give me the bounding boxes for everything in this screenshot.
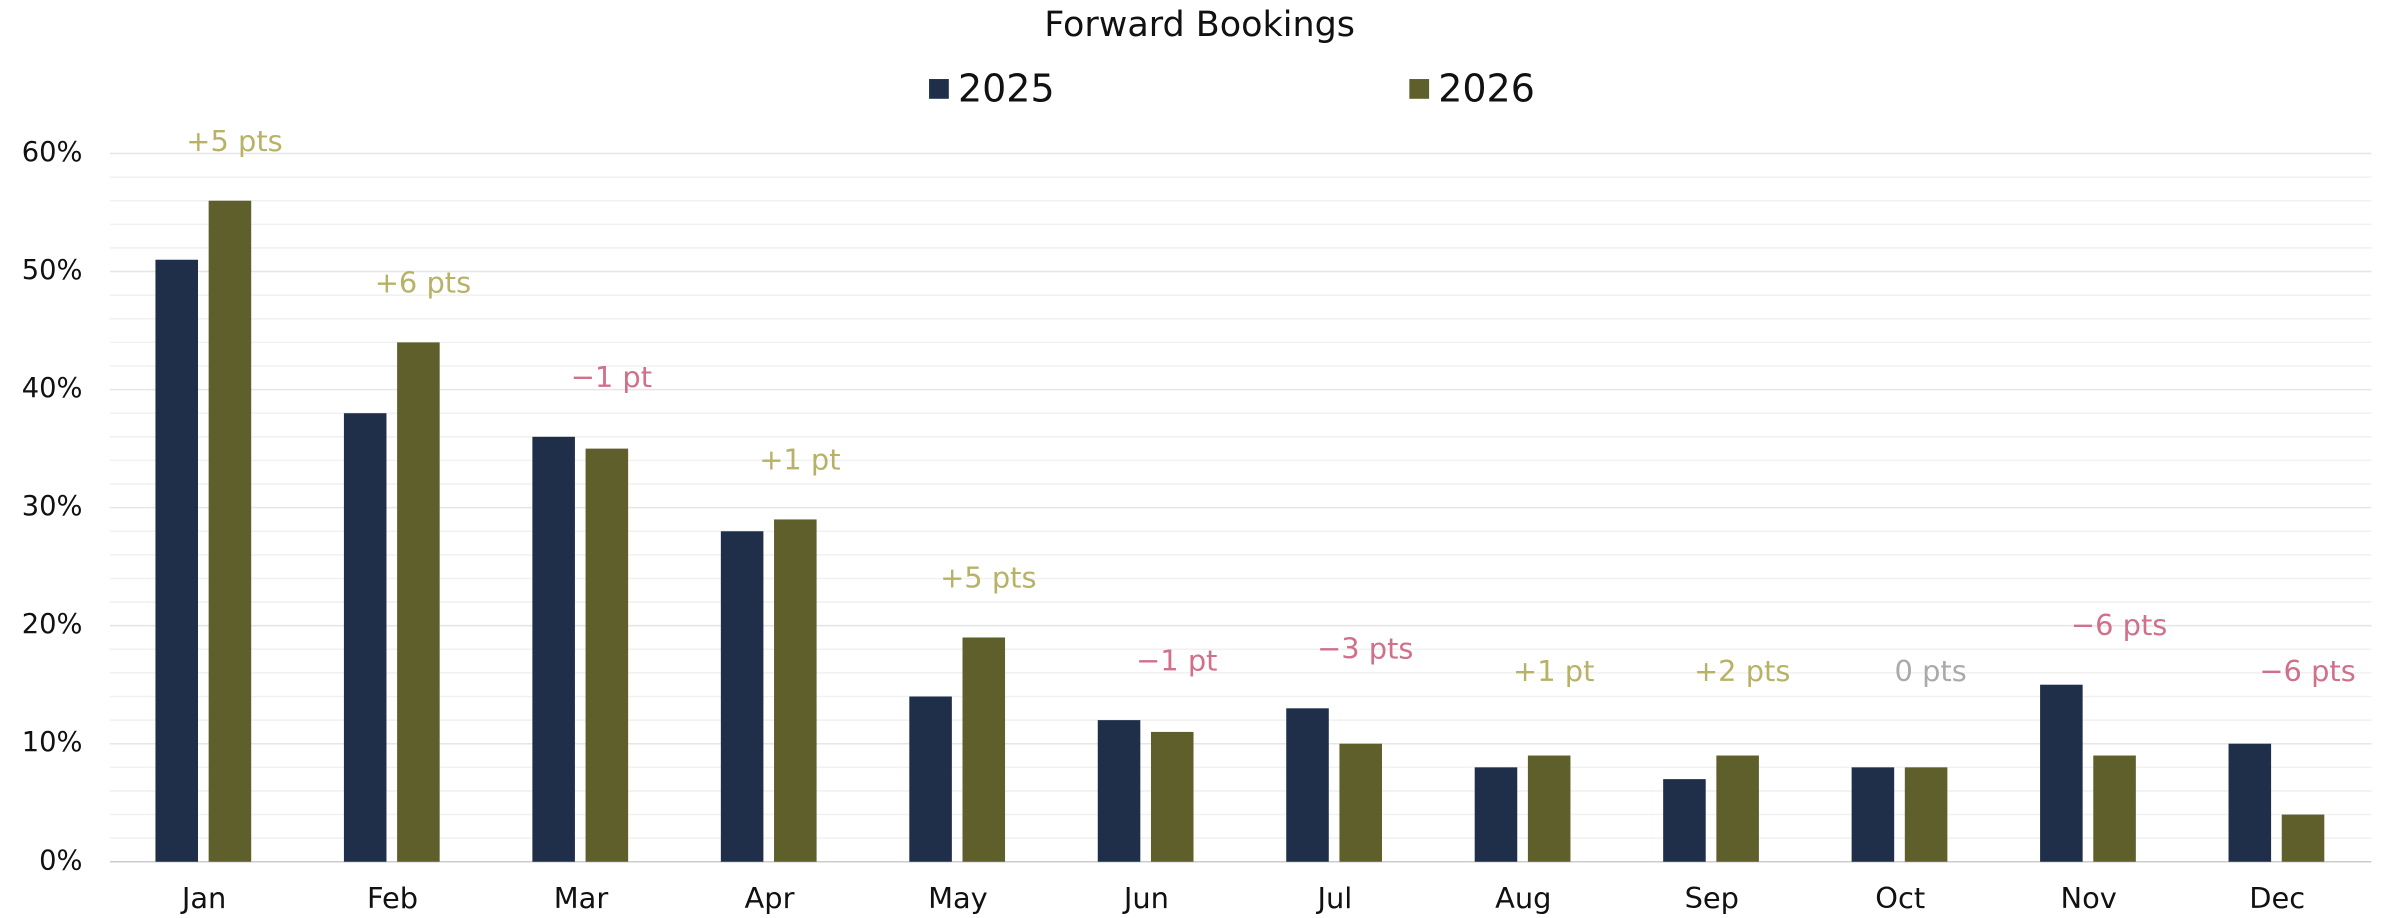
y-tick-label: 20% [22, 609, 83, 640]
bar [2228, 743, 2272, 862]
y-tick-label: 10% [22, 727, 83, 758]
bar [1474, 767, 1518, 862]
bar [2093, 755, 2136, 862]
x-tick-label: Jun [1122, 881, 1169, 915]
bar [909, 696, 952, 862]
bar [208, 200, 252, 862]
bar [1663, 779, 1706, 862]
x-tick-label: Mar [554, 881, 609, 915]
annotation: −6 pts [2071, 608, 2167, 642]
y-tick-label: 0% [39, 845, 82, 876]
annotation: +6 pts [375, 266, 471, 300]
annotation: +2 pts [1694, 654, 1790, 688]
bar [1851, 767, 1895, 862]
x-tick-label: Jan [180, 881, 227, 915]
x-tick-label: Dec [2249, 881, 2305, 915]
legend-label: 2026 [1438, 67, 1535, 111]
bar [2040, 684, 2083, 862]
annotation: −3 pts [1317, 632, 1413, 666]
bar [155, 259, 199, 862]
bar [343, 413, 387, 862]
x-tick-label: Jul [1315, 881, 1352, 915]
annotation: −1 pt [1136, 643, 1217, 677]
bar [1904, 767, 1948, 862]
annotation: +5 pts [940, 561, 1036, 595]
bar [2281, 814, 2325, 862]
legend-label: 2025 [958, 67, 1055, 111]
bar [532, 436, 575, 862]
bar [720, 531, 764, 862]
bar [962, 637, 1006, 862]
bar [1716, 755, 1759, 862]
x-tick-label: Nov [2061, 881, 2117, 915]
y-tick-label: 30% [22, 491, 83, 522]
bar [397, 342, 440, 862]
bar [1527, 755, 1571, 862]
annotation: −1 pt [571, 360, 652, 394]
legend-swatch [929, 79, 949, 99]
chart-title: Forward Bookings [1044, 5, 1355, 45]
x-tick-label: Aug [1495, 881, 1551, 915]
annotation: −6 pts [2259, 654, 2355, 688]
bar [1097, 720, 1141, 862]
y-tick-label: 50% [22, 255, 83, 286]
bar [1150, 731, 1194, 862]
bar [1339, 743, 1382, 862]
legend-swatch [1409, 79, 1430, 99]
x-tick-label: Oct [1875, 881, 1925, 915]
y-tick-label: 40% [22, 373, 83, 404]
annotation: +1 pt [1513, 654, 1594, 688]
y-tick-label: 60% [22, 137, 83, 168]
bar [774, 519, 817, 862]
annotation: 0 pts [1895, 654, 1967, 688]
x-tick-label: May [928, 881, 988, 915]
x-tick-label: Sep [1685, 881, 1739, 915]
x-tick-label: Apr [745, 881, 795, 915]
bar [585, 448, 629, 862]
annotation: +1 pt [759, 443, 840, 477]
bar [1286, 708, 1329, 862]
annotation: +5 pts [186, 124, 282, 158]
x-tick-label: Feb [367, 881, 418, 915]
